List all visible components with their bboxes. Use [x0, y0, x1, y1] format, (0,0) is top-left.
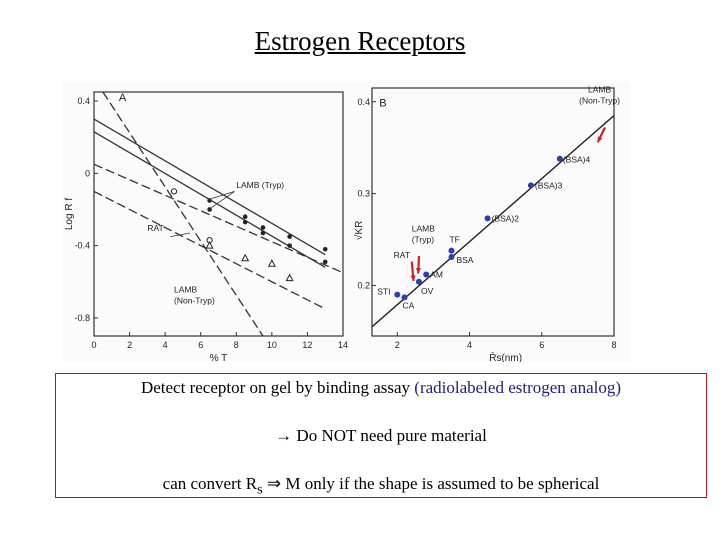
chart-a-annotation: (Non-Tryp) [174, 295, 215, 305]
note-line-convert-rs: can convert Rs ⇒ M only if the shape is … [56, 474, 706, 498]
chart-b-xtick-label: 6 [539, 340, 544, 350]
chart-b-point-label: STI [377, 287, 390, 297]
chart-a-ytick-label: -0.4 [74, 241, 90, 251]
chart-a-xtick-label: 6 [198, 340, 203, 350]
note-line3-b: ⇒ M only if the shape is assumed to be s… [262, 474, 600, 493]
chart-a-svg: 0 2 4 6 8 10 12 14 0.4 0 -0.4 -0.8 % T Log R f A LAMB (… [64, 91, 348, 364]
chart-b-annotation: (Tryp) [412, 234, 435, 244]
chart-panel-a: 0 2 4 6 8 10 12 14 0.4 0 -0.4 -0.8 % T Log R f A LAMB (… [62, 82, 352, 364]
note-line-pure-material: → Do NOT need pure material [275, 426, 487, 445]
chart-b-frame [371, 87, 615, 337]
chart-a-series-line [93, 190, 326, 310]
chart-a-ytick-label: 0 [85, 168, 90, 178]
chart-a-point [170, 188, 178, 195]
chart-panel-b: 2 4 6 8 0.4 0.3 0.2 R̄s(nm) √KR B STI CA OV AM BSA TF (B… [352, 82, 630, 364]
chart-b-annotation: LAMB [412, 223, 435, 233]
chart-a-frame [93, 91, 344, 337]
chart-a-leader [211, 191, 235, 209]
chart-a-point [287, 243, 292, 248]
chart-b-annotation: LAMB [588, 85, 611, 95]
chart-a-point [322, 259, 328, 265]
chart-b-xtick-label: 4 [467, 340, 472, 350]
chart-a-point [241, 253, 250, 262]
chart-b-point-label: (BSA)4 [563, 155, 591, 165]
chart-b-point [448, 247, 455, 254]
chart-a-xtick-label: 4 [163, 340, 168, 350]
chart-a-ytick-label: -0.8 [74, 313, 90, 323]
note-line-binding-assay: Detect receptor on gel by binding assay … [56, 378, 706, 398]
chart-b-annotation: (Non-Tryp) [579, 96, 620, 106]
chart-b-ytick-label: 0.2 [357, 280, 370, 290]
chart-b-ylabel: √KR [353, 221, 365, 240]
chart-a-series-line [93, 131, 326, 268]
note-line3-subscript: s [257, 481, 263, 498]
chart-b-xlabel: R̄s(nm) [489, 351, 522, 362]
chart-b-point [448, 254, 455, 261]
chart-b-point [401, 294, 408, 301]
chart-a-xtick-label: 12 [302, 340, 312, 350]
chart-a-point [322, 246, 328, 252]
chart-b-fit-line [371, 115, 615, 328]
chart-b-arrow-lamb-nontryp-head [597, 136, 603, 143]
chart-a-point [207, 207, 212, 212]
chart-b-point-label: AM [430, 269, 443, 279]
chart-b-ytick-label: 0.3 [357, 189, 370, 199]
chart-a-series-line [93, 163, 344, 274]
chart-a-point [260, 225, 266, 230]
chart-b-xtick-label: 2 [395, 340, 400, 350]
chart-b-svg: 2 4 6 8 0.4 0.3 0.2 R̄s(nm) √KR B STI CA OV AM BSA TF (B… [353, 85, 620, 364]
chart-a-xtick-label: 10 [267, 340, 277, 350]
chart-b-point-label: CA [403, 300, 415, 310]
chart-a-series-line [93, 118, 326, 256]
chart-a-point [267, 259, 276, 267]
chart-a-point [285, 273, 294, 282]
chart-a-point [260, 230, 266, 236]
chart-b-point [415, 278, 422, 285]
chart-b-annotation: RAT [394, 250, 410, 260]
chart-b-xtick-label: 8 [611, 340, 616, 350]
chart-a-series-line [102, 91, 264, 337]
chart-a-point [287, 234, 292, 239]
chart-b-point-label: OV [421, 286, 434, 296]
chart-b-arrow-rat-head [410, 275, 416, 281]
chart-b-arrow-lamb-tryp-head [415, 268, 422, 274]
chart-a-leader [170, 232, 191, 237]
chart-a-annotation: LAMB [174, 285, 197, 295]
chart-a-ylabel: Log R f [64, 198, 75, 230]
chart-a-xtick-label: 14 [338, 340, 348, 350]
chart-b-point-label: (BSA)3 [535, 180, 563, 190]
note-line1-main: Detect receptor on gel by binding assay [140, 378, 411, 397]
chart-a-annotation: LAMB (Tryp) [236, 180, 284, 190]
chart-a-xlabel: % T [210, 353, 228, 362]
chart-b-point [527, 182, 534, 189]
chart-b-point-label: BSA [456, 255, 473, 265]
chart-b-point [556, 155, 563, 162]
chart-b-point [394, 291, 401, 298]
chart-a-point [242, 219, 248, 225]
chart-a-xtick-label: 8 [234, 340, 239, 350]
chart-a-xtick-label: 2 [127, 340, 132, 350]
chart-b-point [423, 271, 430, 278]
note-line3-a: can convert R [162, 474, 258, 493]
chart-b-panel-label: B [379, 97, 386, 109]
chart-b-ytick-label: 0.4 [357, 97, 370, 107]
slide-title: Estrogen Receptors [254, 26, 466, 56]
chart-a-ytick-label: 0.4 [77, 96, 90, 106]
chart-a-annotation: RAT [147, 223, 163, 233]
chart-a-panel-label: A [119, 92, 127, 104]
notes-box: Detect receptor on gel by binding assay … [55, 373, 707, 498]
chart-a-xtick-label: 0 [91, 340, 96, 350]
note-line1-parenthetical: (radiolabeled estrogen analog) [414, 378, 622, 397]
chart-a-point [205, 241, 214, 249]
chart-a-point [242, 214, 248, 220]
chart-b-point-label: TF [449, 235, 459, 245]
chart-b-point [484, 215, 491, 222]
chart-a-leader [211, 191, 235, 200]
chart-b-point-label: (BSA)2 [492, 213, 520, 223]
